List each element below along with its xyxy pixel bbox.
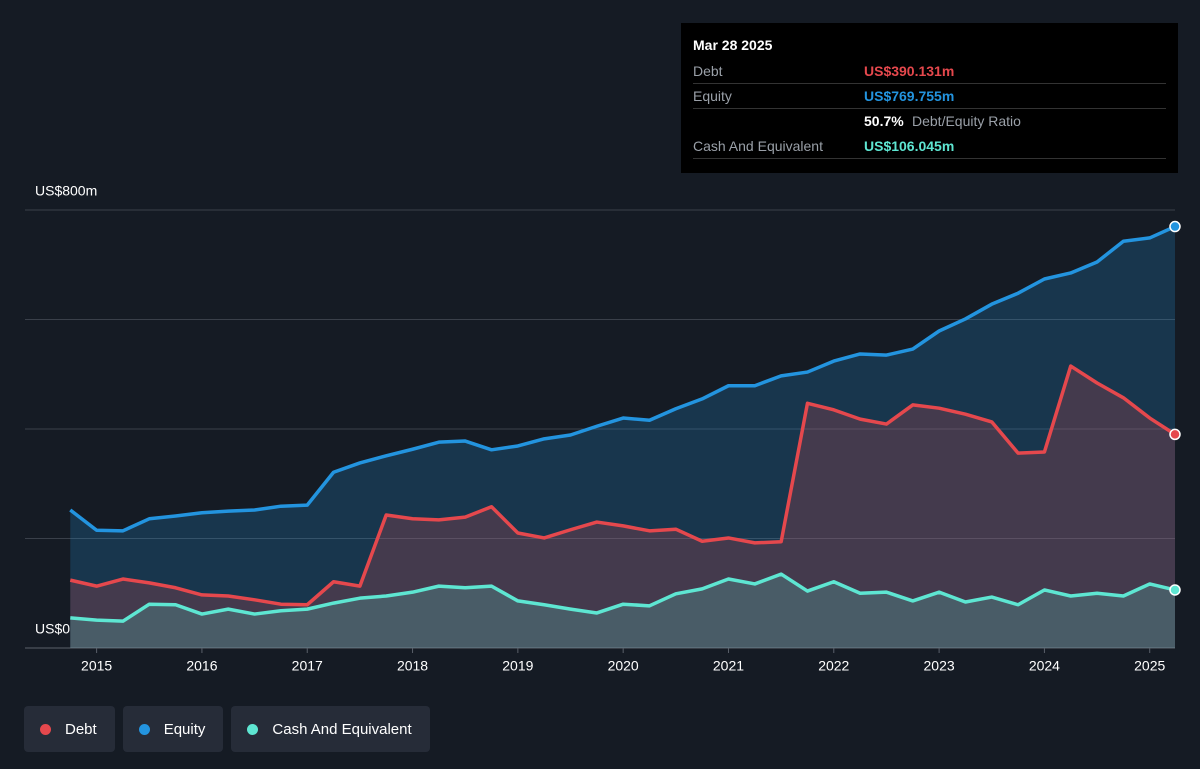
x-tick-label: 2019	[502, 658, 533, 674]
tooltip-row: Debt US$390.131m	[693, 59, 1166, 84]
x-tick-label: 2023	[924, 658, 955, 674]
tooltip-value: US$106.045m	[864, 138, 955, 154]
legend-swatch	[40, 723, 51, 735]
area	[70, 574, 1175, 648]
tooltip-row: Cash And Equivalent US$106.045m	[693, 134, 1166, 159]
series-line	[70, 572, 1176, 623]
tooltip: Mar 28 2025 Debt US$390.131m Equity US$769.…	[681, 23, 1178, 173]
legend-swatch	[138, 723, 150, 735]
tooltip-value: US$390.131m	[864, 63, 955, 79]
legend-label: Cash And Equivalent	[272, 720, 412, 738]
series-line	[69, 364, 1176, 607]
legend: Debt Equity Cash And Equivalent	[24, 706, 430, 752]
ratio-value: 50.7%	[864, 113, 904, 129]
legend-swatch	[247, 723, 259, 735]
x-tick-label: 2016	[186, 658, 217, 674]
tooltip-row: Equity US$769.755m	[693, 84, 1166, 109]
end-marker	[1169, 220, 1181, 233]
x-tick-label: 2021	[713, 658, 744, 674]
tooltip-value: US$769.755m	[864, 88, 955, 104]
ratio-label: Debt/Equity Ratio	[912, 113, 1021, 129]
y-tick-label: US$800m	[35, 183, 97, 199]
legend-item[interactable]: Cash And Equivalent	[231, 706, 430, 752]
x-tick-label: 2025	[1134, 658, 1165, 674]
legend-item[interactable]: Debt	[24, 706, 115, 752]
tooltip-date: Mar 28 2025	[693, 37, 773, 53]
x-tick-label: 2022	[818, 658, 849, 674]
x-tick-label: 2020	[608, 658, 639, 674]
tooltip-label: Cash And Equivalent	[693, 138, 823, 154]
legend-label: Equity	[163, 720, 206, 738]
chart: US$0 US$800m 2015 2016 2017 2018 2019 2020 2021 2…	[25, 183, 1181, 674]
x-tick-label: 2024	[1029, 658, 1060, 674]
tooltip-row: 50.7% Debt/Equity Ratio	[693, 109, 1166, 133]
area	[70, 226, 1175, 648]
area	[70, 366, 1175, 648]
series-line	[69, 224, 1176, 533]
end-marker	[1169, 584, 1181, 596]
tooltip-label: Debt	[693, 63, 723, 79]
x-tick-label: 2017	[292, 658, 323, 674]
x-tick-label: 2018	[397, 658, 428, 674]
legend-item[interactable]: Equity	[122, 706, 224, 752]
end-marker	[1169, 428, 1181, 441]
tooltip-label: Equity	[693, 88, 732, 104]
x-tick-label: 2015	[81, 658, 112, 674]
legend-label: Debt	[65, 720, 97, 738]
y-tick-label: US$0	[35, 621, 70, 637]
